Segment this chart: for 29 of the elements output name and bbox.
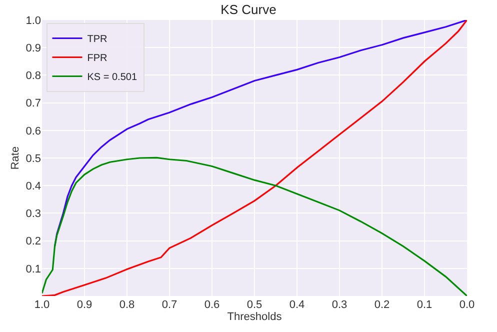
y-tick-label: 0.9 — [26, 42, 41, 54]
legend-label: FPR — [87, 53, 108, 64]
y-tick-label: 0.1 — [26, 263, 41, 276]
x-tick-label: 0.3 — [332, 299, 348, 311]
y-tick-label: 0.3 — [26, 208, 41, 220]
x-tick-label: 1.0 — [34, 299, 50, 311]
x-tick-label: 0.6 — [204, 299, 220, 311]
y-tick-label: 0.8 — [26, 70, 41, 82]
y-tick-label: 0.5 — [26, 152, 41, 165]
legend-label: TPR — [87, 34, 108, 46]
line-series — [42, 156, 467, 296]
x-tick-label: 0.2 — [374, 299, 390, 311]
x-tick-label: 0.4 — [289, 299, 305, 311]
y-tick-label: 1.0 — [26, 14, 41, 27]
x-tick-label: 0.5 — [246, 299, 262, 311]
chart-title: KS Curve — [220, 2, 276, 18]
x-tick-label: 0.1 — [416, 299, 432, 311]
x-tick-label: 0.0 — [459, 299, 475, 311]
x-tick-label: 0.8 — [119, 299, 135, 311]
x-tick-label: 0.7 — [162, 299, 178, 311]
x-tick-label: 0.9 — [76, 299, 92, 311]
y-tick-label: 0.6 — [26, 125, 41, 138]
y-tick-label: 0.2 — [26, 236, 41, 248]
y-tick-label: 0.4 — [26, 180, 41, 192]
line-series — [42, 20, 467, 296]
y-axis-title: Rate — [9, 146, 22, 170]
y-tick-label: 0.7 — [26, 98, 41, 110]
x-axis-title: Thresholds — [227, 311, 282, 324]
legend-label: KS = 0.501 — [87, 72, 138, 84]
